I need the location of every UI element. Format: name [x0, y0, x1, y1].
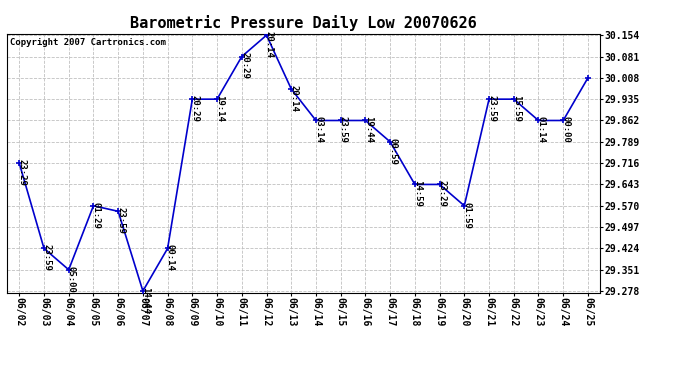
- Text: 23:29: 23:29: [17, 159, 26, 186]
- Text: Copyright 2007 Cartronics.com: Copyright 2007 Cartronics.com: [10, 38, 166, 46]
- Text: 14:44: 14:44: [141, 287, 150, 314]
- Text: 01:29: 01:29: [92, 202, 101, 228]
- Text: 19:44: 19:44: [364, 116, 373, 143]
- Text: 00:00: 00:00: [562, 116, 571, 143]
- Text: 20:14: 20:14: [265, 31, 274, 58]
- Title: Barometric Pressure Daily Low 20070626: Barometric Pressure Daily Low 20070626: [130, 15, 477, 31]
- Text: 20:29: 20:29: [190, 95, 199, 122]
- Text: 03:14: 03:14: [314, 116, 323, 143]
- Text: 14:59: 14:59: [413, 180, 422, 207]
- Text: 01:14: 01:14: [537, 116, 546, 143]
- Text: 23:59: 23:59: [117, 207, 126, 234]
- Text: 20:29: 20:29: [240, 53, 249, 79]
- Text: 15:59: 15:59: [512, 95, 521, 122]
- Text: 00:59: 00:59: [388, 138, 397, 165]
- Text: 23:59: 23:59: [339, 116, 348, 143]
- Text: 01:59: 01:59: [462, 202, 471, 228]
- Text: 19:14: 19:14: [215, 95, 224, 122]
- Text: 23:59: 23:59: [42, 244, 51, 271]
- Text: 20:14: 20:14: [290, 85, 299, 112]
- Text: 23:59: 23:59: [487, 95, 496, 122]
- Text: 23:29: 23:29: [438, 180, 447, 207]
- Text: 05:00: 05:00: [67, 266, 76, 292]
- Text: 00:14: 00:14: [166, 244, 175, 271]
